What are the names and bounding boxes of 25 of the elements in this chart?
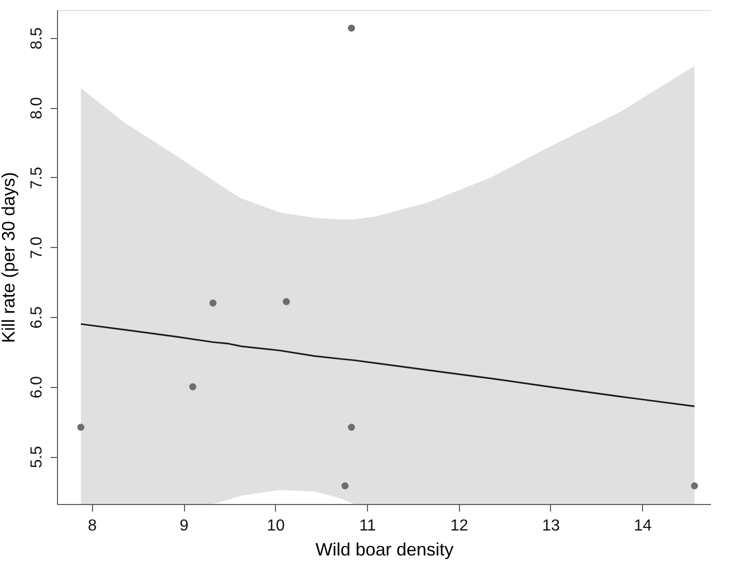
y-tick-label: 6.0 [28, 376, 46, 398]
point [348, 24, 355, 32]
y-tick-label: 5.5 [28, 446, 46, 468]
y-tick-label: 7.0 [28, 236, 46, 259]
point [189, 383, 196, 390]
x-tick-label: 14 [634, 518, 652, 534]
x-tick-label: 12 [450, 518, 468, 534]
point [282, 298, 290, 306]
y-tick-label: 8.0 [28, 96, 46, 120]
point [690, 482, 698, 490]
y-axis-title: Kill rate (per 30 days) [0, 172, 18, 344]
x-tick-label: 10 [266, 518, 285, 534]
x-tick-label: 8 [88, 518, 97, 534]
x-axis-title: Wild boar density [315, 540, 454, 560]
point [77, 424, 84, 431]
y-tick-label: 6.5 [28, 306, 46, 329]
x-tick-label: 11 [359, 518, 376, 534]
point [341, 482, 349, 490]
y-tick-label: 7.5 [28, 166, 46, 190]
y-tick-label: 8.5 [28, 27, 46, 50]
line-series [80, 323, 696, 408]
point [348, 424, 355, 431]
point [209, 300, 216, 307]
x-tick-label: 13 [542, 518, 560, 534]
x-tick-label: 9 [180, 518, 189, 534]
